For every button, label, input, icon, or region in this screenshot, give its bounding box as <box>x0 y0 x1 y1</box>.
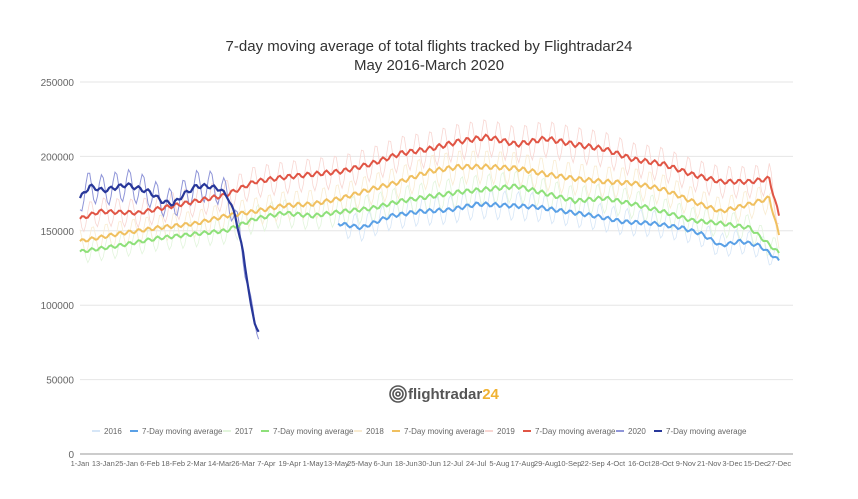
x-tick-label: 21-Nov <box>697 459 721 468</box>
legend-label-ma-2017: 7-Day moving average <box>273 427 354 436</box>
x-tick-label: 1-Jan <box>71 459 90 468</box>
legend-label-2019: 2019 <box>497 427 515 436</box>
y-tick-label: 100000 <box>41 301 75 312</box>
x-tick-label: 5-Aug <box>489 459 509 468</box>
x-tick-label: 26-Mar <box>231 459 255 468</box>
raw-series-2020 <box>79 168 260 340</box>
legend-label-2018: 2018 <box>366 427 384 436</box>
ma-line-2018 <box>79 163 780 243</box>
x-tick-label: 4-Oct <box>607 459 626 468</box>
flightradar24-logo: flightradar24 <box>389 385 500 403</box>
x-tick-label: 30-Jun <box>418 459 441 468</box>
x-tick-label: 25-Jan <box>115 459 138 468</box>
x-tick-label: 10-Sep <box>557 459 581 468</box>
x-tick-label: 6-Jun <box>374 459 393 468</box>
x-tick-label: 29-Aug <box>534 459 558 468</box>
x-tick-label: 22-Sep <box>581 459 605 468</box>
x-tick-label: 18-Feb <box>161 459 185 468</box>
x-tick-label: 3-Dec <box>722 459 742 468</box>
ma-line-2020 <box>78 182 260 333</box>
legend-label-ma-2020: 7-Day moving average <box>666 427 747 436</box>
x-tick-label: 14-Mar <box>208 459 232 468</box>
ma-line-2016 <box>337 201 780 261</box>
ma-line-2017 <box>79 183 780 254</box>
chart-title: 7-day moving average of total flights tr… <box>225 38 633 55</box>
legend-label-ma-2019: 7-Day moving average <box>535 427 616 436</box>
x-tick-label: 2-Mar <box>187 459 207 468</box>
x-tick-label: 27-Dec <box>767 459 791 468</box>
x-tick-label: 9-Nov <box>676 459 696 468</box>
svg-text:flightradar24: flightradar24 <box>408 386 500 403</box>
ma-line-2019 <box>79 133 780 220</box>
x-tick-label: 25-May <box>347 459 372 468</box>
x-tick-label: 28-Oct <box>651 459 674 468</box>
chart-subtitle: May 2016-March 2020 <box>353 57 505 74</box>
legend-label-2020: 2020 <box>628 427 646 436</box>
x-tick-label: 24-Jul <box>466 459 487 468</box>
y-tick-label: 0 <box>68 450 74 461</box>
raw-series-2019 <box>79 119 780 233</box>
y-tick-label: 150000 <box>41 227 75 238</box>
y-tick-label: 200000 <box>41 152 75 163</box>
y-tick-label: 50000 <box>46 376 74 387</box>
y-tick-label: 250000 <box>41 78 75 89</box>
x-tick-label: 6-Feb <box>140 459 160 468</box>
x-tick-label: 12-Jul <box>443 459 464 468</box>
x-tick-label: 17-Aug <box>511 459 535 468</box>
legend-label-ma-2016: 7-Day moving average <box>142 427 223 436</box>
x-tick-label: 18-Jun <box>395 459 418 468</box>
x-tick-label: 13-Jan <box>92 459 115 468</box>
x-tick-label: 7-Apr <box>257 459 276 468</box>
legend-label-ma-2018: 7-Day moving average <box>404 427 485 436</box>
legend-label-2017: 2017 <box>235 427 253 436</box>
x-tick-label: 1-May <box>303 459 324 468</box>
legend-label-2016: 2016 <box>104 427 122 436</box>
x-tick-label: 19-Apr <box>278 459 301 468</box>
x-tick-label: 15-Dec <box>744 459 768 468</box>
raw-series-2017 <box>79 170 780 264</box>
x-tick-label: 13-May <box>324 459 349 468</box>
x-tick-label: 16-Oct <box>628 459 651 468</box>
